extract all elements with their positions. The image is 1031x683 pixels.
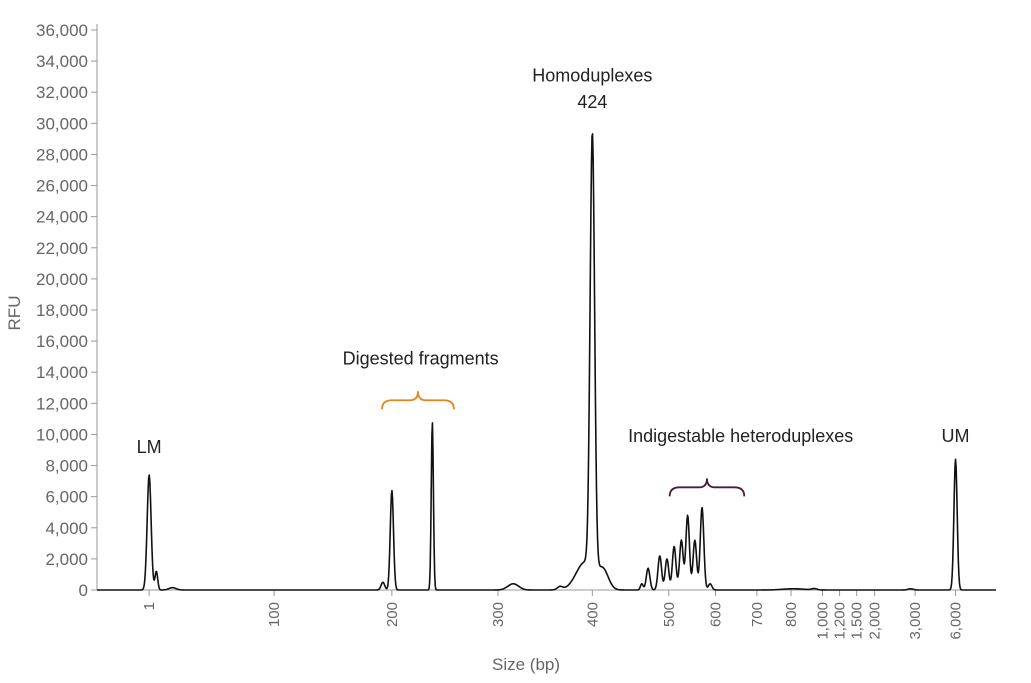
annotation-label: LM [137, 437, 162, 457]
y-tick-label: 10,000 [36, 425, 88, 444]
y-tick-label: 28,000 [36, 145, 88, 164]
bracket [381, 391, 455, 410]
x-tick-label: 700 [749, 602, 766, 627]
y-tick-label: 18,000 [36, 301, 88, 320]
x-tick-label: 500 [661, 602, 678, 627]
y-tick-label: 4,000 [45, 519, 88, 538]
y-tick-label: 2,000 [45, 550, 88, 569]
x-tick-label: 100 [266, 602, 283, 627]
y-tick-label: 32,000 [36, 83, 88, 102]
y-axis: 0 2,000 4,000 6,000 8,000 10,000 12,000 14,000 1… [36, 21, 97, 600]
x-tick-label: 1,500 [849, 602, 866, 640]
x-tick-label: 600 [708, 602, 725, 627]
x-tick-label: 2,000 [867, 602, 884, 640]
y-tick-label: 22,000 [36, 239, 88, 258]
y-tick-label: 12,000 [36, 394, 88, 413]
y-tick-label: 6,000 [45, 488, 88, 507]
x-tick-label: 1,200 [832, 602, 849, 640]
annotation-label: UM [942, 426, 970, 446]
x-axis: 1 100 200 300 400 500 600 700 800 1,000 1,200 1,500… [141, 590, 965, 640]
trace-line [96, 133, 997, 591]
x-tick-label: 800 [783, 602, 800, 627]
x-tick-label: 3,000 [907, 602, 924, 640]
y-tick-label: 30,000 [36, 114, 88, 133]
y-tick-label: 14,000 [36, 363, 88, 382]
y-tick-label: 34,000 [36, 52, 88, 71]
x-tick-label: 200 [384, 602, 401, 627]
y-tick-label: 24,000 [36, 208, 88, 227]
y-tick-label: 16,000 [36, 332, 88, 351]
annotation-label: Digested fragments [343, 348, 499, 368]
y-tick-label: 20,000 [36, 270, 88, 289]
x-tick-label: 300 [490, 602, 507, 627]
plot-area [96, 133, 997, 591]
x-tick-label: 6,000 [948, 602, 965, 640]
axes [96, 24, 996, 591]
y-axis-label: RFU [5, 296, 24, 331]
x-tick-label: 400 [584, 602, 601, 627]
annotation-label: Homoduplexes [532, 65, 652, 85]
x-axis-label: Size (bp) [492, 655, 560, 674]
x-tick-label: 1 [141, 602, 158, 610]
y-tick-label: 8,000 [45, 457, 88, 476]
x-tick-label: 1,000 [814, 602, 831, 640]
bracket [668, 478, 746, 497]
y-tick-label: 36,000 [36, 21, 88, 40]
y-tick-label: 26,000 [36, 177, 88, 196]
annotation-label: Indigestable heteroduplexes [628, 426, 853, 446]
y-tick-label: 0 [79, 581, 88, 600]
annotations: LM Digested fragments Homoduplexes 424 Indig… [137, 65, 970, 497]
annotation-label: 424 [577, 92, 607, 112]
